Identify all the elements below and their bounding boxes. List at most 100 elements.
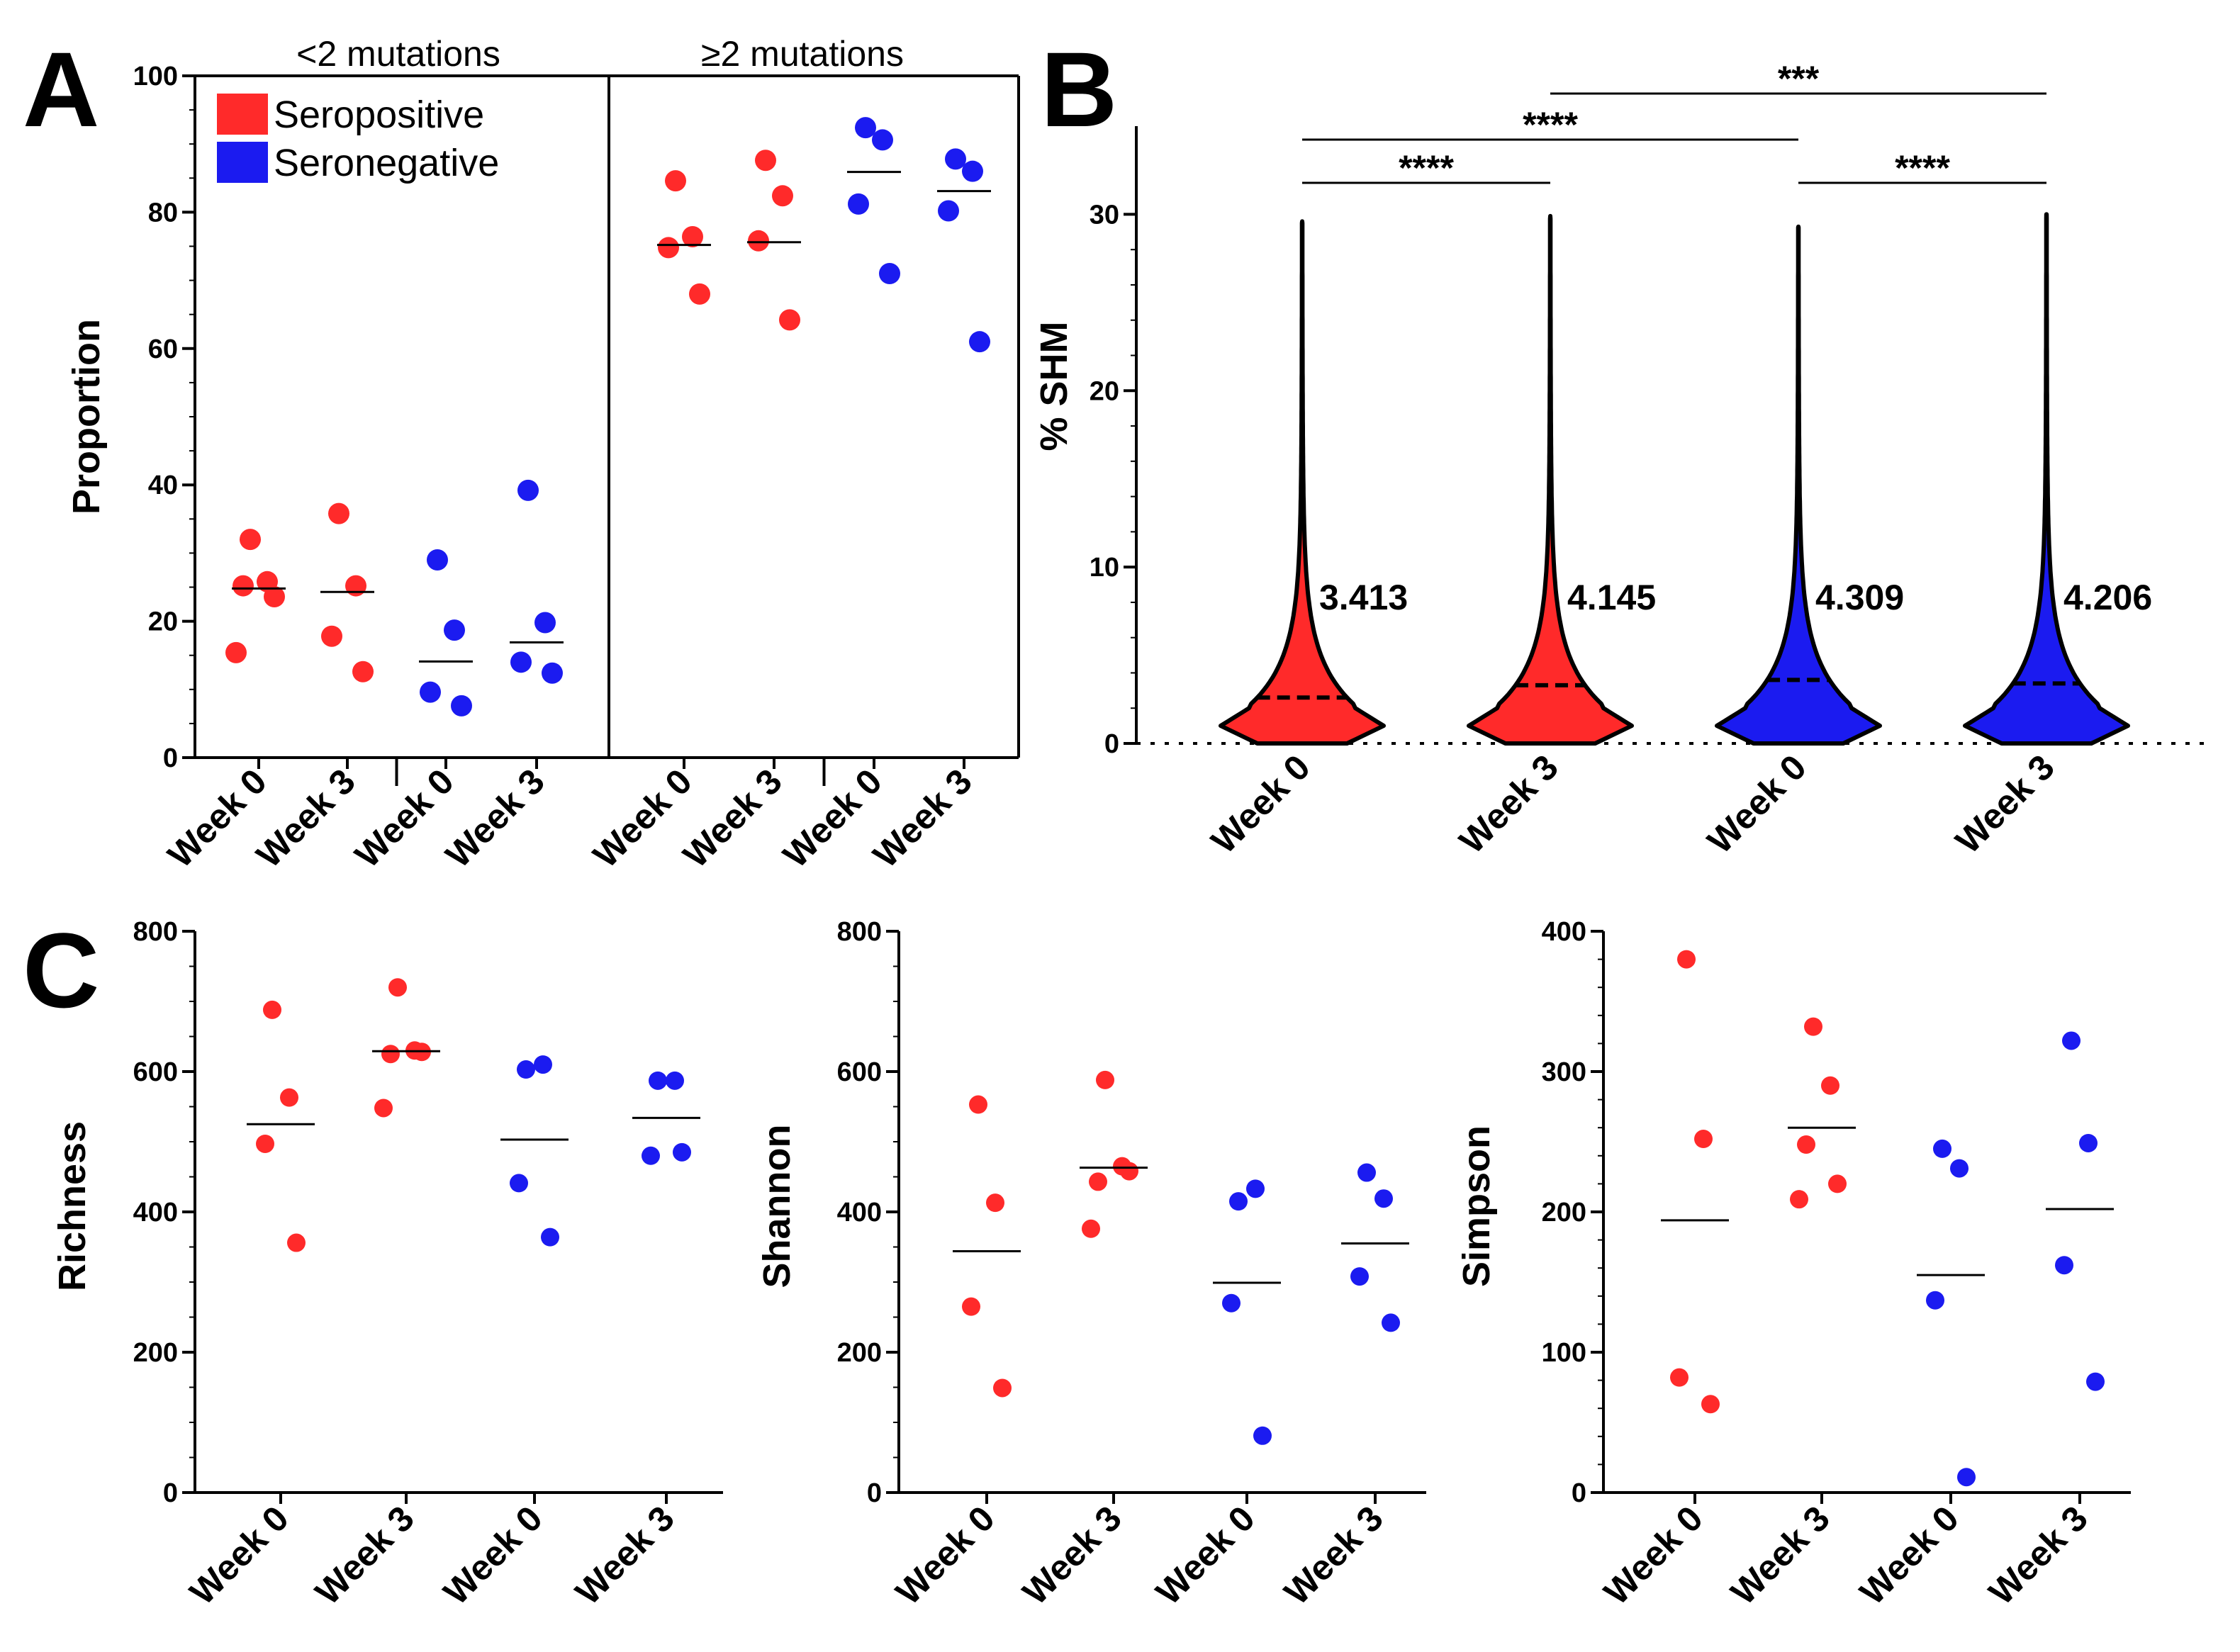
panel-c-richness-data-point — [287, 1233, 306, 1252]
panel-a-data-point — [665, 170, 686, 192]
panel-b-median-annotation: 3.413 — [1319, 578, 1408, 617]
panel-a-y-tick-label: 20 — [148, 607, 178, 637]
panel-c-shannon-x-tick-label: Week 3 — [1015, 1498, 1129, 1612]
panel-c-richness-x-tick-label: Week 3 — [568, 1498, 682, 1612]
panel-a-data-point — [755, 150, 776, 172]
panel-c-richness-y-tick-label: 200 — [133, 1338, 178, 1368]
panel-a-data-point — [328, 502, 349, 524]
panel-a-data-point — [542, 662, 563, 684]
panel-c-shannon-x-tick-label: Week 0 — [888, 1498, 1002, 1612]
panel-c-simpson-data-point — [1790, 1190, 1808, 1209]
panel-b-x-tick-label: Week 0 — [1700, 747, 1814, 861]
panel-c-simpson-y-tick-label: 400 — [1542, 917, 1586, 947]
panel-a-data-point — [969, 331, 990, 353]
panel-b-median-annotation: 4.145 — [1567, 578, 1656, 617]
panel-a-legend-label-seronegative: Seronegative — [274, 142, 499, 184]
panel-a-data-point — [772, 185, 793, 207]
panel-b-violin — [1963, 212, 2130, 746]
panel-c-simpson-y-tick-label: 300 — [1542, 1057, 1586, 1087]
panel-c-richness-data-point — [642, 1146, 660, 1165]
panel-c-richness-data-point — [263, 1000, 281, 1019]
panel-a-data-point — [879, 262, 900, 284]
panel-b-median-annotation: 4.206 — [2063, 578, 2152, 617]
panel-b-y-tick-label: 30 — [1090, 200, 1119, 230]
panel-b-violin — [1467, 213, 1634, 746]
panel-c-simpson-data-point — [2055, 1256, 2073, 1275]
panel-c-simpson-x-tick-label: Week 0 — [1852, 1498, 1966, 1612]
panel-a-data-point — [225, 641, 247, 663]
panel-c-shannon-data-point — [1350, 1267, 1369, 1286]
panel-c-richness-data-point — [649, 1071, 667, 1090]
panel-c-shannon-data-point — [1222, 1293, 1241, 1313]
panel-c-shannon-data-point — [1096, 1070, 1114, 1089]
panel-a-data-point — [938, 200, 959, 222]
panel-c-simpson-y-tick-label: 0 — [1572, 1478, 1586, 1508]
panel-b-significance-stars: **** — [1523, 105, 1578, 145]
panel-c-simpson-y-tick-label: 200 — [1542, 1198, 1586, 1227]
panel-c-richness-data-point — [534, 1055, 552, 1074]
panel-a-data-point — [444, 619, 465, 641]
panel-c-simpson-data-point — [1677, 950, 1696, 969]
panel-c-simpson-data-point — [1933, 1139, 1951, 1158]
panel-a-legend-swatch-seronegative — [217, 142, 268, 183]
panel-a-data-point — [352, 661, 374, 682]
panel-c-shannon-data-point — [962, 1297, 980, 1316]
panel-c-shannon-data-point — [1089, 1172, 1107, 1191]
panel-c-shannon-data-point — [1253, 1426, 1272, 1445]
panel-a-x-tick-label: Week 0 — [347, 761, 461, 875]
panel-c-shannon-y-tick-label: 0 — [867, 1478, 882, 1508]
panel-c-label: C — [23, 911, 99, 1030]
panel-c-richness-data-point — [510, 1174, 528, 1193]
panel-a-data-point — [510, 651, 532, 673]
panel-a-data-point — [872, 129, 893, 151]
panel-b-significance-stars: **** — [1399, 148, 1454, 188]
panel-b-y-tick-label: 0 — [1104, 729, 1119, 759]
panel-a-data-point — [962, 160, 983, 182]
panel-c-shannon-y-tick-label: 800 — [837, 917, 882, 947]
panel-c-simpson-data-point — [2079, 1133, 2098, 1152]
panel-c-simpson-y-axis-title: Simpson — [1455, 1125, 1498, 1287]
panel-a-y-axis-title: Proportion — [65, 319, 108, 515]
panel-c-shannon-data-point — [1229, 1192, 1248, 1211]
panel-a-section-title: ≥2 mutations — [701, 34, 904, 74]
panel-c-richness-y-tick-label: 600 — [133, 1057, 178, 1087]
panel-a-x-tick-label: Week 0 — [586, 761, 700, 875]
panel-a-data-point — [848, 193, 869, 215]
panel-b-y-axis-title: % SHM — [1033, 321, 1075, 451]
panel-a-data-point — [321, 625, 342, 647]
panel-a-y-tick-label: 60 — [148, 335, 178, 364]
panel-a-y-tick-label: 0 — [163, 743, 178, 773]
panel-c-richness-y-tick-label: 800 — [133, 917, 178, 947]
panel-b-x-tick-label: Week 0 — [1204, 747, 1318, 861]
panel-a-data-point — [233, 575, 254, 597]
panel-b-significance-stars: *** — [1778, 59, 1820, 99]
panel-a-data-point — [420, 681, 441, 703]
panel-c-simpson-y-tick-label: 100 — [1542, 1338, 1586, 1368]
panel-b-y-tick-label: 20 — [1090, 376, 1119, 406]
panel-c-richness-data-point — [280, 1088, 298, 1107]
panel-c-shannon-data-point — [969, 1095, 987, 1114]
panel-c-richness-data-point — [388, 978, 407, 997]
panel-c-simpson-data-point — [1804, 1017, 1822, 1036]
panel-a-data-point — [689, 283, 710, 305]
panel-a-legend-label-seropositive: Seropositive — [274, 94, 484, 136]
panel-a-data-point — [945, 148, 966, 170]
panel-a-data-point — [779, 309, 800, 331]
panel-a-section-title: <2 mutations — [296, 34, 500, 74]
panel-b-y-tick-label: 10 — [1090, 553, 1119, 583]
panel-b-violin — [1715, 224, 1882, 746]
panel-a-y-tick-label: 100 — [133, 62, 178, 91]
panel-a-data-point — [345, 575, 366, 597]
panel-c-richness-data-point — [541, 1227, 559, 1247]
panel-a-data-point — [264, 585, 285, 607]
panel-a-data-point — [451, 695, 472, 717]
panel-c-richness-data-point — [666, 1071, 684, 1090]
panel-a-data-point — [855, 117, 876, 139]
panel-c-richness-data-point — [673, 1142, 691, 1162]
panel-b-x-tick-label: Week 3 — [1948, 747, 2062, 861]
panel-a-y-tick-label: 40 — [148, 471, 178, 500]
panel-a-x-tick-label: Week 3 — [438, 761, 552, 875]
panel-c-richness-data-point — [517, 1060, 535, 1079]
panel-a-x-tick-label: Week 0 — [775, 761, 890, 875]
